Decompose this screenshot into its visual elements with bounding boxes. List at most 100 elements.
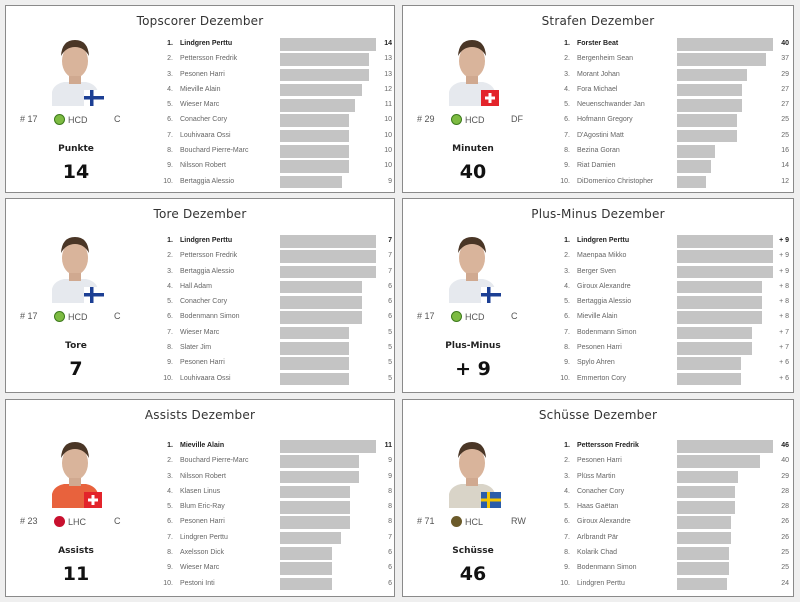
value: 6 [388,298,392,306]
player-name: Axelsson Dick [180,549,224,557]
value-bar [280,455,359,468]
rank: 9. [167,564,173,572]
player-name: Mieville Alain [577,313,618,321]
ranking-row: 9. Bodenmann Simon 25 [553,561,793,576]
rank: 8. [564,549,570,557]
rank: 1. [564,237,570,244]
value: 6 [388,579,392,587]
value: 8 [388,518,392,526]
ranking-row: 3. Pesonen Harri 13 [156,68,396,83]
ranking-row: 5. Haas Gaëtan 28 [553,500,793,515]
player-name: Pesonen Harri [577,457,622,465]
team: HCD [54,311,88,322]
ranking-row: 8. Bouchard Pierre-Marc 10 [156,144,396,159]
value-bar [280,311,362,324]
value-bar [677,440,773,453]
ranking-row: 7. Louhivaara Ossi 10 [156,129,396,144]
player-name: Pesonen Harri [180,70,225,78]
value: 25 [781,564,789,572]
rank: 4. [564,282,570,290]
value: 6 [388,282,392,290]
ranking-row: 6. Pesonen Harri 8 [156,515,396,530]
rank: 5. [167,298,173,306]
player-name: Bouchard Pierre-Marc [180,457,249,465]
stat-panel-5: Schüsse Dezember # 71 HCL RW Schüsse [402,399,794,597]
player-position: C [114,114,121,124]
value: 27 [781,85,789,93]
ranking-row: 10. Emmerton Cory + 6 [553,372,793,387]
value: 5 [388,344,392,352]
ranking-row: 3. Morant Johan 29 [553,68,793,83]
stat-label: Plus-Minus [445,341,501,351]
value: 10 [384,116,392,124]
ranking-row: 8. Bezina Goran 16 [553,144,793,159]
rank: 10. [163,374,173,382]
ranking-list: 1. Lindgren Perttu 14 2. Pettersson Fredrik 1… [156,37,396,190]
featured-player: # 17 HCD C Punkte 14 [6,6,141,192]
value: + 8 [779,313,789,321]
rank: 3. [564,472,570,480]
ranking-row: 5. Blum Eric-Ray 8 [156,500,396,515]
ranking-row: 4. Mieville Alain 12 [156,83,396,98]
rank: 9. [564,359,570,367]
rank: 7. [167,533,173,541]
player-photo [46,34,104,106]
value: + 6 [779,374,789,382]
player-name: Spylo Ahren [577,359,615,367]
player-name: Pesonen Harri [577,344,622,352]
player-name: Maenpaa Mikko [577,252,627,260]
value: + 8 [779,282,789,290]
value: + 8 [779,298,789,306]
player-name: Morant Johan [577,70,620,78]
ranking-row: 2. Pettersson Fredrik 7 [156,249,396,264]
value: 14 [781,162,789,170]
stat-value: 11 [62,563,90,585]
ranking-row: 2. Pettersson Fredrik 13 [156,52,396,67]
rank: 10. [560,579,570,587]
value: 10 [384,162,392,170]
rank: 2. [564,252,570,260]
featured-player: # 17 HCD C Tore 7 [6,199,141,392]
rank: 10. [560,177,570,185]
lhc-logo-icon [54,516,65,527]
value-bar [677,311,762,324]
hcd-logo-icon [451,114,462,125]
panel-title: Assists Dezember [144,408,256,422]
team: HCD [54,114,88,125]
value: + 9 [779,252,789,260]
player-name: Louhivaara Ossi [180,374,231,382]
value-bar [677,175,706,189]
ranking-row: 5. Bertaggia Alessio + 8 [553,295,793,310]
rank: 2. [167,55,173,63]
rank: 8. [167,549,173,557]
rank: 1. [564,40,570,47]
value-bar [280,326,349,340]
value: 5 [388,328,392,336]
player-name: Forster Beat [577,40,619,47]
value: + 9 [779,267,789,275]
value-bar [280,357,349,370]
player-name: Pesonen Harri [180,518,225,526]
sweden-flag-icon [481,492,501,512]
rank: 5. [167,503,173,511]
value-bar [677,296,762,309]
ranking-row: 1. Lindgren Perttu 7 [156,234,396,249]
value-bar [280,562,332,575]
player-name: Wieser Marc [180,564,220,572]
rank: 3. [167,70,173,78]
rank: 7. [564,533,570,541]
value: 13 [384,70,392,78]
value: 24 [781,579,789,587]
value-bar [280,265,376,279]
value: 29 [781,472,789,480]
value: 8 [388,487,392,495]
rank: 4. [564,85,570,93]
panel-title: Tore Dezember [153,207,247,221]
hcd-logo-icon [54,311,65,322]
player-name: Riat Damien [577,162,616,170]
value: 29 [781,70,789,78]
ranking-row: 4. Hall Adam 6 [156,280,396,295]
ranking-row: 1. Forster Beat 40 [553,37,793,52]
player-name: Berger Sven [577,267,616,275]
value: 11 [384,101,392,109]
